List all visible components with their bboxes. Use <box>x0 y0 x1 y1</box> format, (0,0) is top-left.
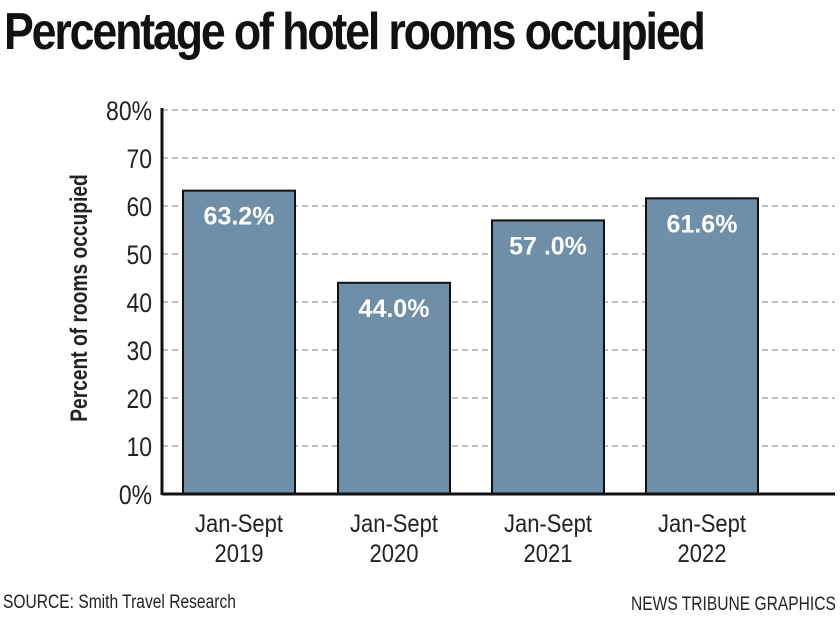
y-tick-label: 60 <box>126 192 152 222</box>
chart-title: Percentage of hotel rooms occupied <box>4 3 706 61</box>
x-tick-label: 2021 <box>524 540 573 568</box>
data-label: 57 .0% <box>509 232 587 260</box>
x-tick-label: Jan-Sept <box>658 510 746 538</box>
x-tick-label: 2022 <box>678 540 727 568</box>
x-tick-label: 2020 <box>370 540 419 568</box>
y-tick-label: 40 <box>126 288 152 318</box>
bar <box>645 197 759 495</box>
bar <box>182 189 296 495</box>
y-tick-label: 20 <box>126 384 152 414</box>
source-note: SOURCE: Smith Travel Research <box>3 592 236 613</box>
data-label: 61.6% <box>667 210 738 238</box>
y-tick-label: 70 <box>126 144 152 174</box>
graphics-credit: NEWS TRIBUNE GRAPHICS <box>631 594 836 615</box>
y-tick-label: 50 <box>126 240 152 270</box>
data-label: 44.0% <box>359 295 430 323</box>
x-tick-label: Jan-Sept <box>195 510 283 538</box>
y-tick-label: 10 <box>126 432 152 462</box>
x-tick-label: 2019 <box>215 540 264 568</box>
x-tick-label: Jan-Sept <box>504 510 592 538</box>
bar <box>491 219 605 495</box>
y-tick-label: 30 <box>126 336 152 366</box>
data-label: 63.2% <box>204 203 275 231</box>
y-tick-label: 0% <box>119 480 152 510</box>
y-tick-label: 80% <box>106 96 152 126</box>
x-tick-label: Jan-Sept <box>350 510 438 538</box>
